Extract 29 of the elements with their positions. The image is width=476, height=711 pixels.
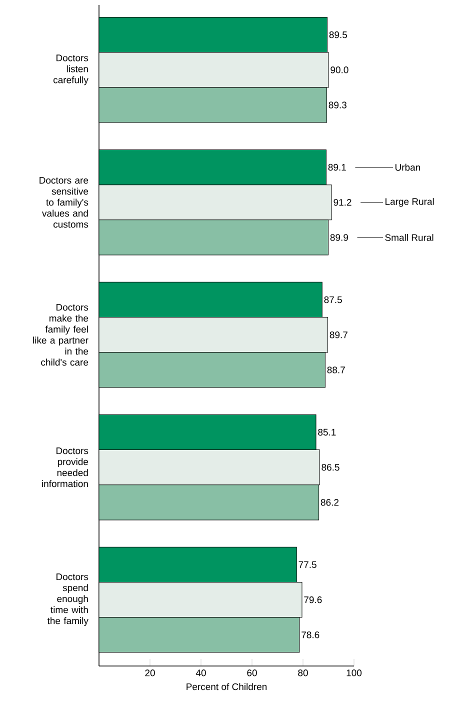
y-tick-label: Doctors provide needed information — [42, 447, 88, 488]
data-label: 78.6 — [302, 632, 320, 638]
data-label: 86.2 — [320, 499, 339, 506]
legend-label: Urban — [395, 164, 420, 171]
x-axis-title: Percent of Children — [186, 683, 267, 690]
data-label: 88.7 — [327, 366, 345, 374]
x-tick-label: 60 — [247, 670, 257, 676]
x-tick-label: 40 — [196, 670, 206, 676]
data-label: 79.6 — [304, 596, 322, 604]
data-label: 89.3 — [328, 102, 346, 108]
x-tick-label: 20 — [145, 670, 155, 676]
y-tick-label: Doctors spend enough time with the family — [47, 574, 88, 626]
x-tick-label: 100 — [346, 670, 362, 676]
data-label: 91.2 — [334, 199, 352, 206]
data-label: 89.9 — [330, 234, 348, 241]
data-label: 86.5 — [322, 464, 340, 471]
legend-label: Large Rural — [386, 198, 434, 207]
data-label: 77.5 — [298, 561, 316, 568]
data-label: 89.1 — [328, 164, 346, 171]
legend-label: Small Rural — [385, 234, 434, 241]
y-tick-label: Doctors listen carefully — [54, 54, 88, 86]
data-label: 89.5 — [329, 31, 348, 38]
data-label: 89.7 — [330, 331, 348, 338]
data-label: 87.5 — [324, 296, 342, 304]
y-tick-label: Doctors make the family feel like a partner in the child's care — [33, 304, 88, 366]
y-tick-label: Doctors are sensitive to family's values and customs — [40, 177, 88, 228]
x-tick-label: 80 — [298, 670, 308, 676]
data-label: 90.0 — [330, 66, 348, 74]
data-label: 85.1 — [318, 428, 336, 436]
